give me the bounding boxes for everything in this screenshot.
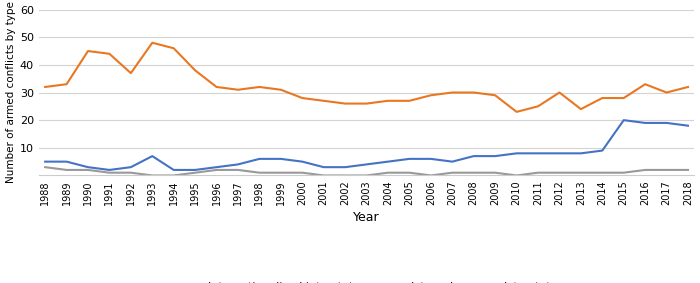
Interstate xyxy=(448,171,456,174)
Internal xyxy=(127,71,135,75)
Internal xyxy=(598,96,606,100)
Line: Internationalized intrastate: Internationalized intrastate xyxy=(45,120,688,170)
Internationalized intrastate xyxy=(148,155,157,158)
Interstate xyxy=(491,171,499,174)
Internationalized intrastate xyxy=(491,155,499,158)
Legend: Internationalized intrastate, Internal, Interstate: Internationalized intrastate, Internal, … xyxy=(171,277,563,283)
Internal xyxy=(41,85,49,89)
Interstate xyxy=(598,171,606,174)
Interstate xyxy=(555,171,564,174)
Internal xyxy=(84,49,92,53)
Interstate xyxy=(127,171,135,174)
Internationalized intrastate xyxy=(84,166,92,169)
Interstate xyxy=(191,171,200,174)
Internal xyxy=(62,83,71,86)
Interstate xyxy=(41,166,49,169)
Y-axis label: Number of armed conflicts by type: Number of armed conflicts by type xyxy=(6,2,15,183)
Internationalized intrastate xyxy=(470,155,478,158)
Interstate xyxy=(384,171,392,174)
Interstate xyxy=(105,171,113,174)
Interstate xyxy=(577,171,585,174)
Internationalized intrastate xyxy=(555,152,564,155)
Internationalized intrastate xyxy=(534,152,542,155)
Internationalized intrastate xyxy=(105,168,113,171)
Interstate xyxy=(84,168,92,171)
Internal xyxy=(212,85,220,89)
Internal xyxy=(384,99,392,102)
Internal xyxy=(319,99,328,102)
Interstate xyxy=(341,174,349,177)
Internationalized intrastate xyxy=(662,121,671,125)
Internationalized intrastate xyxy=(319,166,328,169)
Internationalized intrastate xyxy=(41,160,49,163)
Internal xyxy=(148,41,157,44)
X-axis label: Year: Year xyxy=(354,211,380,224)
Internal xyxy=(448,91,456,94)
Internationalized intrastate xyxy=(256,157,264,160)
Interstate xyxy=(256,171,264,174)
Internationalized intrastate xyxy=(577,152,585,155)
Interstate xyxy=(662,168,671,171)
Internationalized intrastate xyxy=(341,166,349,169)
Interstate xyxy=(363,174,371,177)
Line: Interstate: Interstate xyxy=(45,167,688,175)
Interstate xyxy=(212,168,220,171)
Internationalized intrastate xyxy=(127,166,135,169)
Internationalized intrastate xyxy=(620,119,628,122)
Internal xyxy=(191,69,200,72)
Interstate xyxy=(405,171,414,174)
Internal xyxy=(298,96,307,100)
Interstate xyxy=(512,174,521,177)
Internationalized intrastate xyxy=(298,160,307,163)
Line: Internal: Internal xyxy=(45,43,688,112)
Internal xyxy=(534,105,542,108)
Internationalized intrastate xyxy=(169,168,178,171)
Internationalized intrastate xyxy=(598,149,606,152)
Internationalized intrastate xyxy=(448,160,456,163)
Interstate xyxy=(534,171,542,174)
Internationalized intrastate xyxy=(363,163,371,166)
Interstate xyxy=(620,171,628,174)
Internal xyxy=(512,110,521,113)
Interstate xyxy=(427,174,435,177)
Internationalized intrastate xyxy=(62,160,71,163)
Interstate xyxy=(684,168,692,171)
Interstate xyxy=(62,168,71,171)
Internal xyxy=(684,85,692,89)
Internal xyxy=(662,91,671,94)
Internal xyxy=(363,102,371,105)
Internal xyxy=(577,108,585,111)
Internal xyxy=(405,99,414,102)
Internationalized intrastate xyxy=(191,168,200,171)
Internationalized intrastate xyxy=(641,121,650,125)
Internal xyxy=(341,102,349,105)
Internationalized intrastate xyxy=(384,160,392,163)
Interstate xyxy=(276,171,285,174)
Internal xyxy=(169,47,178,50)
Interstate xyxy=(298,171,307,174)
Interstate xyxy=(169,174,178,177)
Internal xyxy=(641,83,650,86)
Internal xyxy=(491,94,499,97)
Internal xyxy=(555,91,564,94)
Internationalized intrastate xyxy=(405,157,414,160)
Interstate xyxy=(319,174,328,177)
Internal xyxy=(620,96,628,100)
Internal xyxy=(427,94,435,97)
Internal xyxy=(470,91,478,94)
Internationalized intrastate xyxy=(427,157,435,160)
Interstate xyxy=(148,174,157,177)
Internal xyxy=(105,52,113,55)
Internationalized intrastate xyxy=(276,157,285,160)
Internationalized intrastate xyxy=(234,163,242,166)
Internationalized intrastate xyxy=(684,124,692,127)
Internationalized intrastate xyxy=(212,166,220,169)
Internal xyxy=(256,85,264,89)
Internal xyxy=(276,88,285,91)
Interstate xyxy=(470,171,478,174)
Interstate xyxy=(234,168,242,171)
Internal xyxy=(234,88,242,91)
Interstate xyxy=(641,168,650,171)
Internationalized intrastate xyxy=(512,152,521,155)
